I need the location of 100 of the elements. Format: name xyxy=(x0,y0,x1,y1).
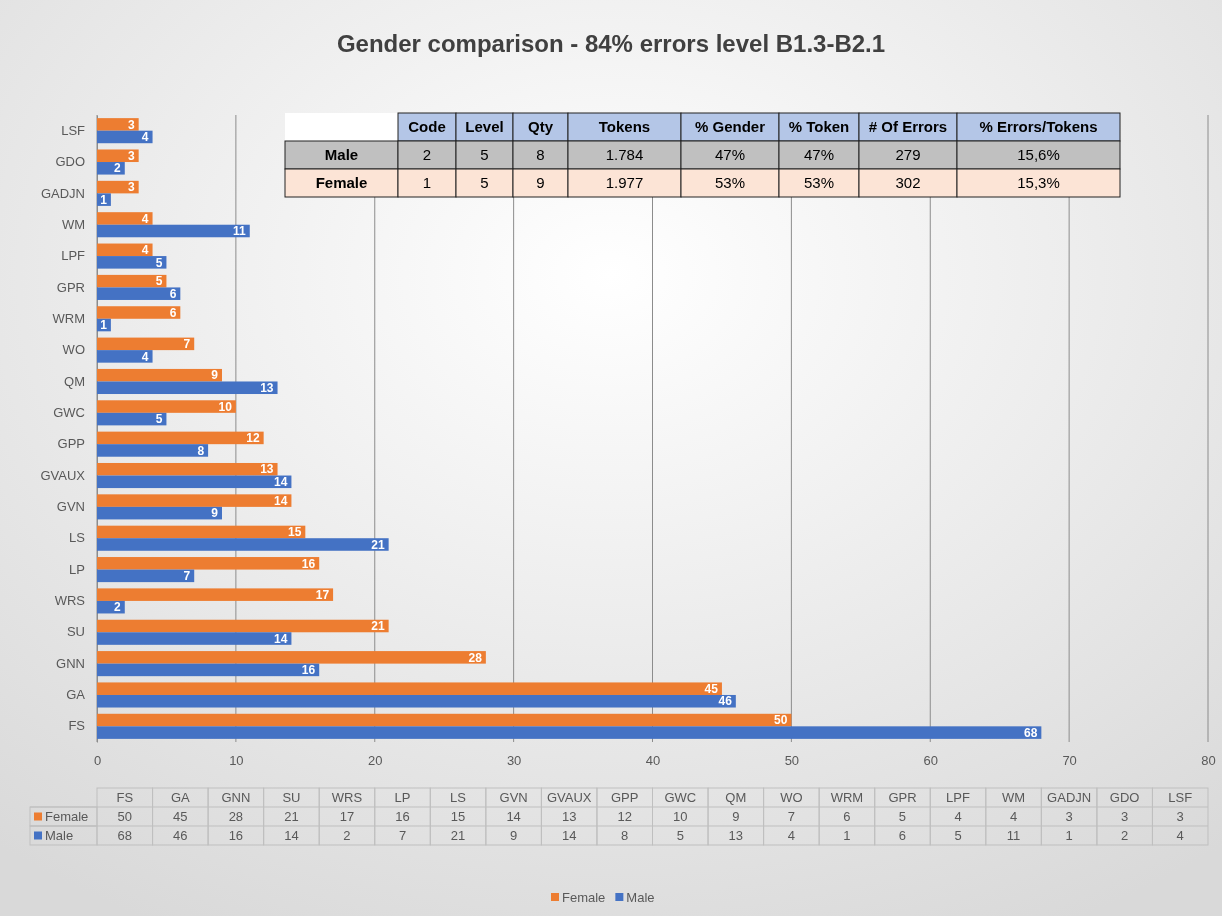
text: 302 xyxy=(895,174,921,192)
category-label: WM xyxy=(1002,790,1026,806)
data-label: 12 xyxy=(246,431,260,446)
text: 4 xyxy=(787,828,795,844)
data-label: 7 xyxy=(183,569,191,584)
data-label: 1 xyxy=(100,192,108,207)
data-label: 14 xyxy=(274,631,288,646)
category-label: SU xyxy=(282,790,301,806)
data-label: 1 xyxy=(100,318,108,333)
text: 3 xyxy=(1121,809,1129,825)
data-label: 28 xyxy=(468,650,483,665)
data-label: 3 xyxy=(127,148,135,163)
chart-title: Gender comparison - 84% errors level B1.3-B2.1 xyxy=(336,30,886,57)
y-tick-label: GNN xyxy=(56,655,85,671)
data-label: 5 xyxy=(155,412,163,427)
y-tick-label: WRM xyxy=(52,310,85,326)
text: 1 xyxy=(1065,828,1073,844)
category-label: LS xyxy=(450,790,467,806)
y-tick-label: LPF xyxy=(61,248,86,264)
text: 46 xyxy=(173,828,188,844)
data-label: 2 xyxy=(114,161,122,176)
category-label: GVAUX xyxy=(546,790,592,806)
category-label: GA xyxy=(170,790,191,806)
text: 47% xyxy=(714,146,746,164)
category-label: % Errors/Tokens xyxy=(979,118,1098,136)
text: 11 xyxy=(1006,828,1021,844)
text: 50 xyxy=(117,809,133,825)
text: 279 xyxy=(895,146,921,164)
data-label: 46 xyxy=(718,694,733,709)
data-label: 11 xyxy=(233,224,247,239)
y-tick-label: LS xyxy=(69,530,86,546)
category-label: GPR xyxy=(888,790,917,806)
data-label: 4 xyxy=(141,349,149,364)
y-tick-label: GADJN xyxy=(40,185,85,201)
text: 8 xyxy=(621,828,629,844)
text: 9 xyxy=(732,809,740,825)
y-tick-label: QM xyxy=(64,373,85,389)
x-tick-label: 10 xyxy=(229,752,244,768)
y-tick-label: SU xyxy=(66,624,85,640)
text: 5 xyxy=(898,809,907,825)
category-label: Tokens xyxy=(598,118,651,136)
x-tick-label: 0 xyxy=(93,752,102,768)
text: 14 xyxy=(561,828,577,844)
data-label: 21 xyxy=(371,537,385,552)
text: 9 xyxy=(510,828,518,844)
text: 53% xyxy=(803,174,835,192)
category-label: LP xyxy=(394,790,411,806)
text: 15 xyxy=(450,809,466,825)
category-label: Female xyxy=(315,174,368,192)
x-tick-label: 60 xyxy=(923,752,938,768)
y-tick-label: GPR xyxy=(56,279,85,295)
category-label: GWC xyxy=(664,790,697,806)
y-tick-label: GVAUX xyxy=(40,467,86,483)
category-label: LSF xyxy=(1168,790,1193,806)
y-tick-label: GWC xyxy=(53,404,85,420)
text: 53% xyxy=(714,174,746,192)
text: 8 xyxy=(536,146,545,164)
text: 21 xyxy=(284,809,299,825)
category-label: Level xyxy=(465,118,504,136)
category-label: GDO xyxy=(1109,790,1140,806)
category-label: WRM xyxy=(830,790,864,806)
text: 3 xyxy=(1176,809,1184,825)
data-label: 16 xyxy=(301,663,316,678)
y-tick-label: FS xyxy=(68,718,86,734)
y-tick-label: GPP xyxy=(57,436,85,452)
category-label: QM xyxy=(725,790,747,806)
data-label: 16 xyxy=(301,556,316,571)
text: 68 xyxy=(117,828,133,844)
text: 4 xyxy=(954,809,962,825)
category-label: Male xyxy=(45,828,74,844)
text: 5 xyxy=(480,146,489,164)
text: 1 xyxy=(422,174,432,192)
text: 1.977 xyxy=(605,174,644,192)
data-label: 21 xyxy=(371,619,385,634)
y-tick-label: GDO xyxy=(55,154,85,170)
text: 5 xyxy=(676,828,684,844)
category-label: Qty xyxy=(527,118,554,136)
y-tick-label: LP xyxy=(69,561,85,577)
y-tick-label: LSF xyxy=(61,122,86,138)
category-label: GPP xyxy=(610,790,639,806)
x-tick-label: 30 xyxy=(506,752,522,768)
text: 4 xyxy=(1009,809,1018,825)
data-label: 50 xyxy=(774,713,788,728)
data-label: 14 xyxy=(274,475,288,489)
data-label: 9 xyxy=(211,368,219,383)
category-label: % Gender xyxy=(694,118,766,136)
data-label: 17 xyxy=(315,587,330,602)
text: 12 xyxy=(617,809,632,825)
data-label: 45 xyxy=(704,681,719,696)
data-label: 5 xyxy=(155,255,163,270)
data-label: 68 xyxy=(1023,725,1038,740)
text: 2 xyxy=(1121,828,1129,844)
text: 5 xyxy=(954,828,962,844)
text: 17 xyxy=(339,809,355,825)
category-label: GNN xyxy=(221,790,251,806)
data-label: 4 xyxy=(141,130,149,145)
data-label: 6 xyxy=(169,305,177,320)
text: 10 xyxy=(673,809,688,825)
text: 3 xyxy=(1065,809,1073,825)
text: 13 xyxy=(728,828,744,844)
